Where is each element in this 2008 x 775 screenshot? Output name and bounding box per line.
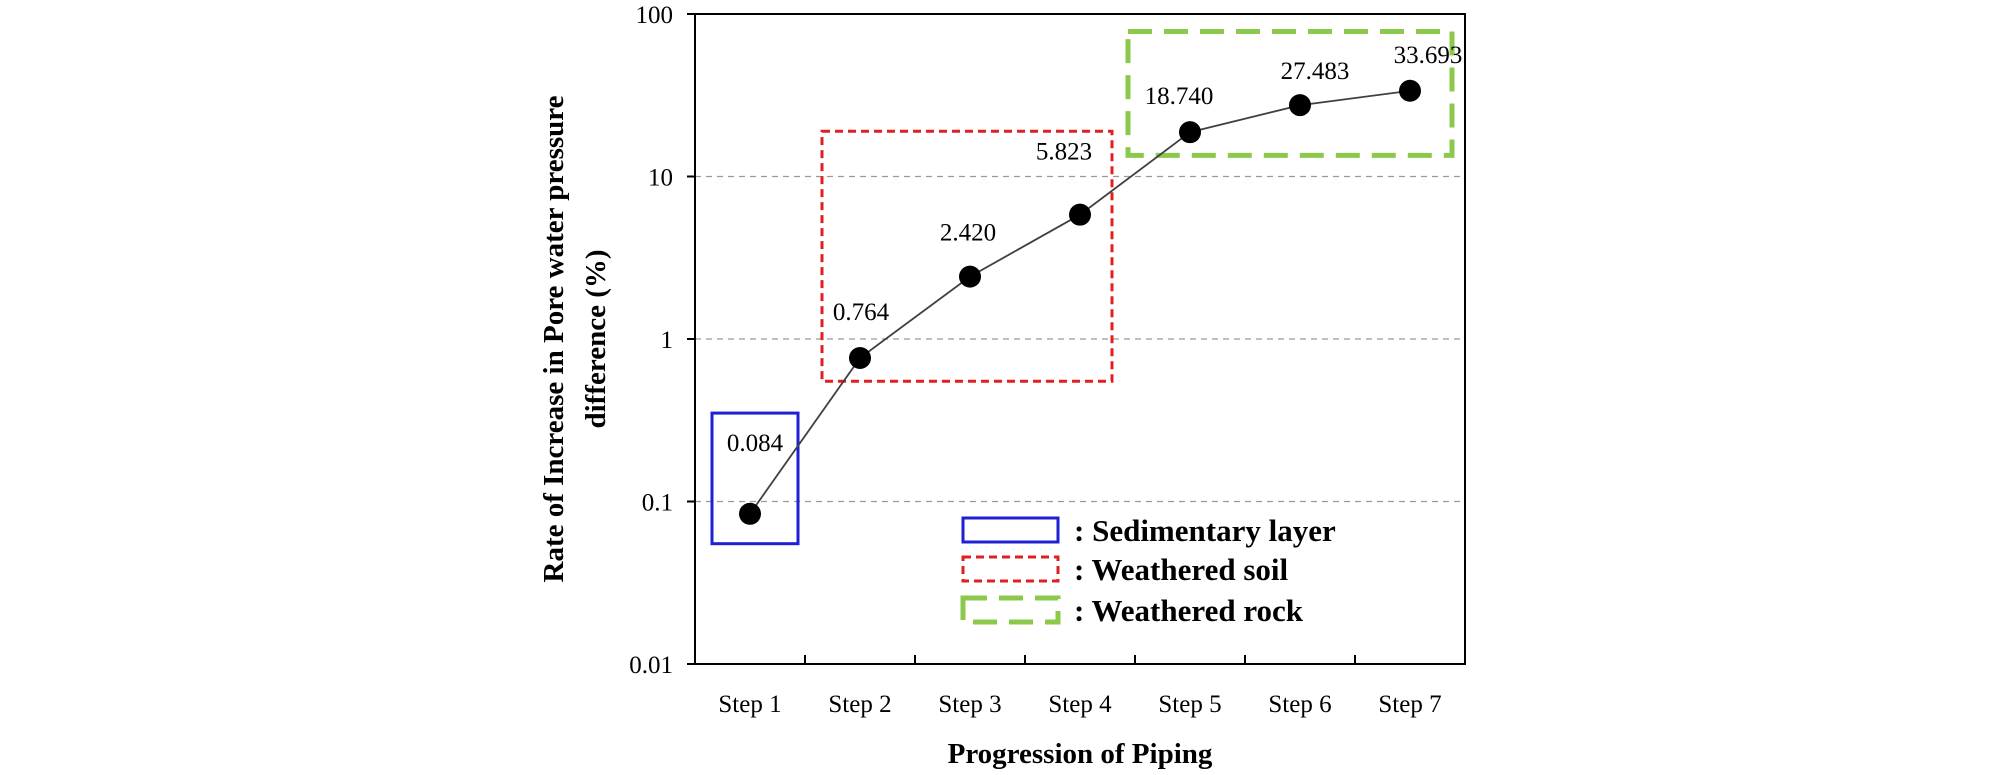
data-label: 27.483 — [1281, 58, 1350, 85]
y-tick-label: 0.01 — [629, 652, 673, 679]
data-labels: 0.084 0.764 2.420 5.823 18.740 27.483 33.693 — [727, 42, 1463, 457]
data-point — [1179, 121, 1201, 144]
legend-label: : Weathered soil — [1074, 552, 1289, 587]
legend-swatch — [961, 555, 1060, 583]
y-axis-title-line-1: Rate of Increase in Pore water pressure — [538, 95, 570, 582]
legend-label: : Sedimentary layer — [1074, 513, 1336, 548]
x-axis-title: Progression of Piping — [948, 738, 1213, 770]
legend-label: : Weathered rock — [1074, 593, 1304, 628]
data-point — [1399, 79, 1421, 102]
region-boxes — [710, 29, 1455, 546]
gridlines — [695, 175, 1465, 503]
x-tick-label: Step 4 — [1048, 691, 1112, 718]
legend: : Sedimentary layer : Weathered soil : Wea… — [960, 513, 1336, 628]
x-tick-label: Step 3 — [938, 691, 1001, 718]
y-tick-label: 0.1 — [642, 490, 673, 517]
legend-swatch — [960, 595, 1061, 625]
region-box — [820, 129, 1114, 383]
legend-swatch — [961, 516, 1060, 544]
x-tick-label: Step 2 — [828, 691, 891, 718]
x-axis-ticks: Step 1 Step 2 Step 3 Step 4 Step 5 Step 6 Step… — [718, 655, 1442, 718]
data-markers — [739, 79, 1421, 525]
data-label: 33.693 — [1394, 42, 1463, 69]
data-point — [739, 502, 761, 525]
x-tick-label: Step 7 — [1378, 691, 1441, 718]
data-label: 2.420 — [940, 220, 996, 247]
data-point — [1069, 203, 1091, 226]
data-label: 18.740 — [1145, 83, 1214, 110]
data-point — [959, 265, 981, 288]
y-tick-label: 1 — [661, 327, 674, 354]
data-label: 0.084 — [727, 430, 784, 457]
y-axis-ticks: 0.01 0.1 1 10 100 — [629, 2, 695, 679]
region-box — [1125, 29, 1455, 158]
data-point — [1289, 94, 1311, 117]
y-axis-title: Rate of Increase in Pore water pressure … — [538, 95, 612, 582]
region-box — [710, 411, 800, 546]
data-point — [849, 346, 871, 369]
x-tick-label: Step 1 — [718, 691, 781, 718]
x-tick-label: Step 5 — [1158, 691, 1221, 718]
x-tick-label: Step 6 — [1268, 691, 1331, 718]
y-tick-label: 10 — [648, 165, 673, 192]
y-tick-label: 100 — [636, 2, 674, 29]
y-axis-title-line-2: difference (%) — [580, 249, 612, 428]
data-label: 5.823 — [1036, 139, 1092, 166]
data-label: 0.764 — [833, 299, 890, 326]
